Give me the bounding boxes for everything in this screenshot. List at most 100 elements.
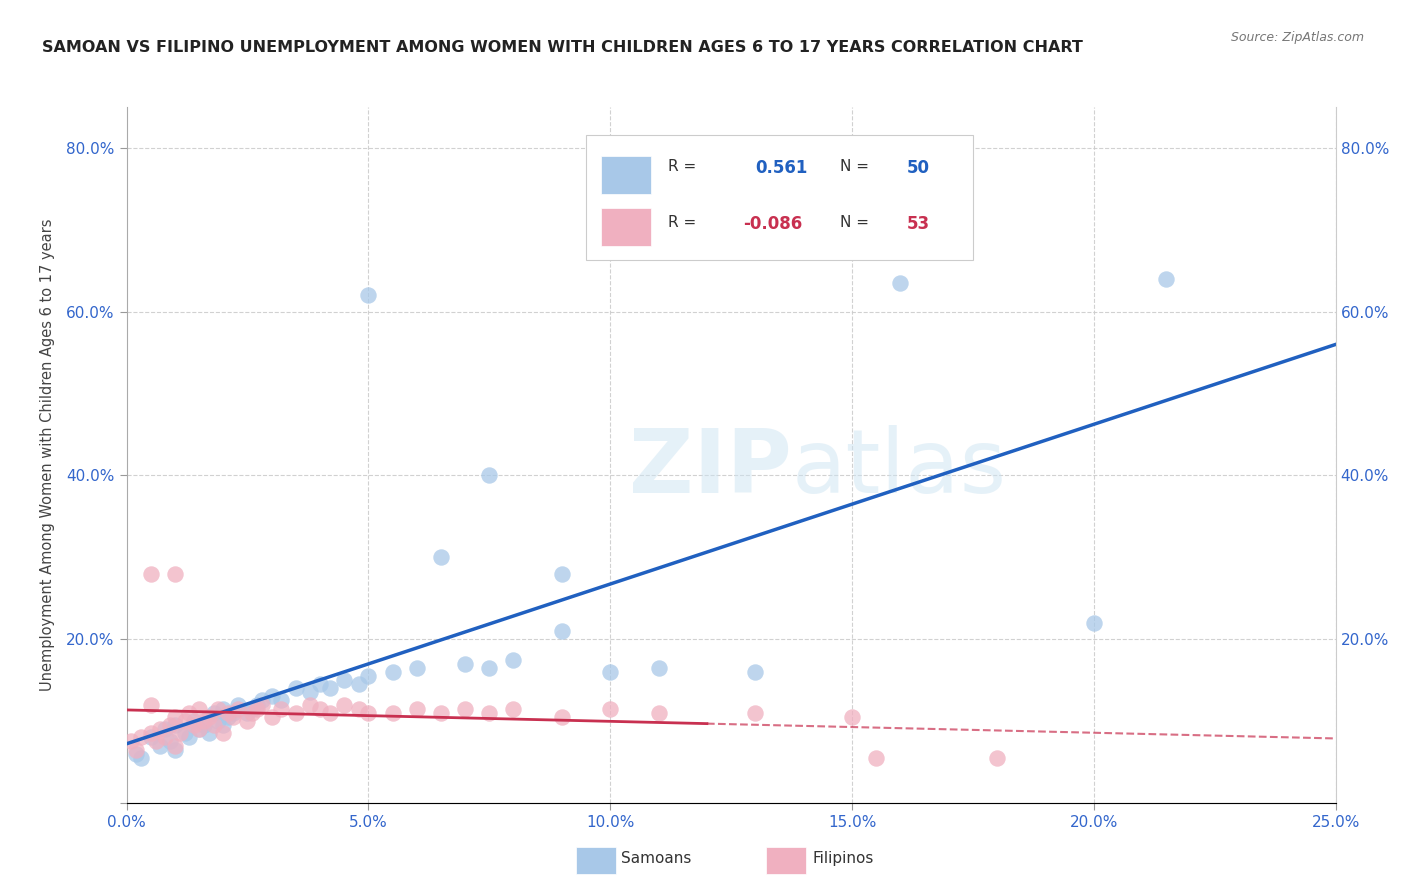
Point <box>284 681 307 696</box>
Point <box>183 714 205 728</box>
Point <box>163 566 186 581</box>
Point <box>212 718 235 732</box>
Point <box>155 722 177 736</box>
Point <box>889 276 911 290</box>
Point <box>430 550 453 565</box>
Point <box>478 706 501 720</box>
Point <box>163 742 186 756</box>
Point <box>129 751 152 765</box>
Point <box>149 722 172 736</box>
Point <box>212 726 235 740</box>
Point <box>188 722 211 736</box>
Text: 50: 50 <box>907 159 929 178</box>
Point <box>551 566 574 581</box>
Point <box>309 677 332 691</box>
Point <box>163 739 186 753</box>
Point <box>169 726 191 740</box>
Point <box>226 698 249 712</box>
Point <box>236 706 259 720</box>
Point <box>841 710 863 724</box>
Point <box>986 751 1008 765</box>
Point <box>357 288 380 302</box>
Point <box>744 665 766 679</box>
Point <box>125 742 148 756</box>
Point <box>309 701 332 715</box>
Point <box>551 710 574 724</box>
Point <box>357 706 380 720</box>
Point <box>246 698 269 712</box>
Point <box>333 673 356 687</box>
Point <box>173 726 195 740</box>
Point <box>149 739 172 753</box>
Point <box>1083 615 1105 630</box>
Point <box>260 710 283 724</box>
Point <box>240 701 263 715</box>
Point <box>183 718 205 732</box>
Point <box>202 718 225 732</box>
Point <box>357 669 380 683</box>
Text: N =: N = <box>839 215 873 230</box>
Point <box>502 701 524 715</box>
Point <box>502 652 524 666</box>
Point <box>647 706 669 720</box>
Point <box>120 734 142 748</box>
Text: atlas: atlas <box>792 425 1007 512</box>
Point <box>193 714 215 728</box>
FancyBboxPatch shape <box>586 135 973 260</box>
Point <box>159 718 181 732</box>
Point <box>193 718 215 732</box>
Point <box>250 698 273 712</box>
Point <box>599 701 621 715</box>
Point <box>173 714 195 728</box>
Point <box>599 665 621 679</box>
Text: ZIP: ZIP <box>628 425 792 512</box>
Point <box>217 710 239 724</box>
Point <box>139 731 162 745</box>
Point <box>159 734 181 748</box>
Text: R =: R = <box>668 159 702 174</box>
Text: 0.561: 0.561 <box>755 159 807 178</box>
Point <box>197 710 219 724</box>
Text: 53: 53 <box>907 215 929 233</box>
Point <box>333 698 356 712</box>
Point <box>217 706 239 720</box>
Point <box>284 706 307 720</box>
Point <box>865 751 887 765</box>
Point <box>318 681 340 696</box>
Point <box>478 661 501 675</box>
Point <box>405 661 427 675</box>
Point <box>250 693 273 707</box>
Point <box>207 701 229 715</box>
Text: Source: ZipAtlas.com: Source: ZipAtlas.com <box>1230 31 1364 45</box>
Point <box>163 710 186 724</box>
Point <box>744 706 766 720</box>
Point <box>454 701 477 715</box>
Point <box>454 657 477 671</box>
Point <box>347 677 370 691</box>
Point <box>647 661 669 675</box>
Point <box>188 701 211 715</box>
Point <box>125 747 148 761</box>
Point <box>246 701 269 715</box>
Point <box>240 706 263 720</box>
Point <box>129 731 152 745</box>
Point <box>381 665 404 679</box>
Point <box>299 685 322 699</box>
Point <box>430 706 453 720</box>
Text: Filipinos: Filipinos <box>813 851 875 865</box>
Point <box>405 701 427 715</box>
Point <box>207 714 229 728</box>
Point <box>299 698 322 712</box>
Text: R =: R = <box>668 215 702 230</box>
Point <box>222 710 245 724</box>
Point <box>226 701 249 715</box>
Point <box>212 701 235 715</box>
Point <box>478 468 501 483</box>
FancyBboxPatch shape <box>600 156 651 194</box>
Point <box>381 706 404 720</box>
Point <box>179 706 201 720</box>
Point <box>1156 272 1178 286</box>
Point <box>347 701 370 715</box>
Point <box>145 734 167 748</box>
Y-axis label: Unemployment Among Women with Children Ages 6 to 17 years: Unemployment Among Women with Children A… <box>41 219 55 691</box>
